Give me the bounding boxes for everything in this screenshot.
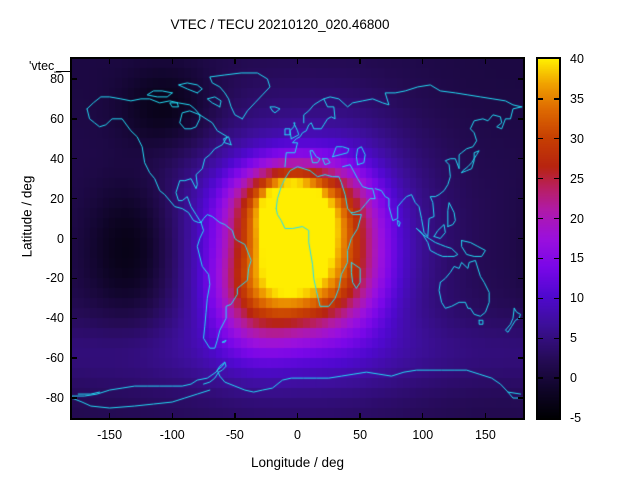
y-tick-mark <box>518 357 523 359</box>
y-tick-label: -20 <box>45 271 64 286</box>
colorbar-gradient <box>538 59 559 418</box>
x-axis-title: Longitude / deg <box>250 455 345 470</box>
x-tick-mark <box>234 59 236 64</box>
series-key-line <box>56 71 70 72</box>
y-tick-label: 60 <box>50 111 64 126</box>
vtec-heatmap-canvas <box>72 59 523 418</box>
colorbar-tick-label: 15 <box>570 251 584 266</box>
colorbar-tick-label: 25 <box>570 171 584 186</box>
colorbar-tick-mark <box>538 257 543 260</box>
y-tick-mark <box>518 397 523 399</box>
colorbar <box>536 57 561 420</box>
x-tick-label: 100 <box>412 428 434 442</box>
y-tick-mark <box>518 237 523 240</box>
x-tick-mark <box>171 413 173 418</box>
y-tick-label: -40 <box>45 311 64 326</box>
y-tick-mark <box>72 118 77 120</box>
x-tick-mark <box>359 59 361 64</box>
y-tick-mark <box>72 397 77 399</box>
map-plot-area <box>70 57 525 420</box>
y-tick-mark <box>72 237 77 240</box>
colorbar-tick-mark <box>554 337 559 339</box>
colorbar-tick-mark <box>538 337 543 339</box>
colorbar-tick-mark <box>554 217 559 220</box>
y-tick-mark <box>72 317 77 319</box>
y-tick-label: 20 <box>50 191 64 206</box>
y-tick-label: 0 <box>57 231 64 246</box>
colorbar-tick-mark <box>538 217 543 220</box>
colorbar-tick-mark <box>554 177 559 180</box>
colorbar-tick-label: 10 <box>570 291 584 306</box>
x-tick-mark <box>234 413 236 418</box>
colorbar-tick-label: 20 <box>570 211 584 226</box>
colorbar-tick-label: 35 <box>570 91 584 106</box>
colorbar-tick-label: 5 <box>570 331 577 346</box>
y-tick-mark <box>518 197 523 200</box>
x-tick-mark <box>171 59 173 64</box>
colorbar-tick-label: 0 <box>570 371 577 386</box>
y-tick-label: -80 <box>45 391 64 406</box>
y-tick-mark <box>518 277 523 280</box>
colorbar-tick-mark <box>554 138 559 140</box>
x-tick-mark <box>484 59 487 64</box>
x-tick-mark <box>484 413 487 418</box>
y-tick-mark <box>72 357 77 359</box>
colorbar-tick-label: 30 <box>570 131 584 146</box>
x-tick-mark <box>422 413 424 418</box>
x-tick-mark <box>422 59 424 64</box>
page-title: VTEC / TECU 20210120_020.46800 <box>170 17 390 32</box>
x-tick-label: -150 <box>97 428 123 442</box>
colorbar-tick-mark <box>538 138 543 140</box>
x-tick-label: -100 <box>159 428 185 442</box>
colorbar-tick-mark <box>554 297 559 300</box>
colorbar-tick-mark <box>538 98 543 100</box>
y-axis-title: Latitude / deg <box>19 175 35 258</box>
x-tick-mark <box>296 59 299 64</box>
colorbar-tick-label: -5 <box>570 411 582 425</box>
x-tick-label: 150 <box>474 428 496 442</box>
colorbar-tick-label: 40 <box>570 52 584 66</box>
y-tick-label: 80 <box>50 71 64 86</box>
x-tick-mark <box>359 413 361 418</box>
y-tick-label: 40 <box>50 151 64 166</box>
y-tick-mark <box>518 317 523 319</box>
y-tick-mark <box>518 158 523 160</box>
x-tick-label: 0 <box>294 428 301 442</box>
y-tick-mark <box>72 197 77 200</box>
colorbar-tick-mark <box>538 177 543 180</box>
x-tick-mark <box>108 59 111 64</box>
y-tick-mark <box>518 78 523 80</box>
y-tick-mark <box>72 158 77 160</box>
y-tick-mark <box>518 118 523 120</box>
x-tick-label: 50 <box>353 428 368 442</box>
y-tick-mark <box>72 277 77 280</box>
y-axis-ticks: 80 60 40 20 0 -20 -40 -60 -80 <box>0 0 64 480</box>
colorbar-tick-mark <box>554 98 559 100</box>
colorbar-tick-mark <box>554 377 559 379</box>
x-tick-label: -50 <box>225 428 244 442</box>
colorbar-tick-mark <box>554 257 559 260</box>
colorbar-tick-mark <box>538 377 543 379</box>
y-tick-mark <box>72 78 77 80</box>
x-tick-mark <box>296 413 299 418</box>
y-tick-label: -60 <box>45 351 64 366</box>
colorbar-tick-mark <box>538 297 543 300</box>
series-key-label: 'vtec_ <box>29 59 62 73</box>
x-tick-mark <box>108 413 111 418</box>
